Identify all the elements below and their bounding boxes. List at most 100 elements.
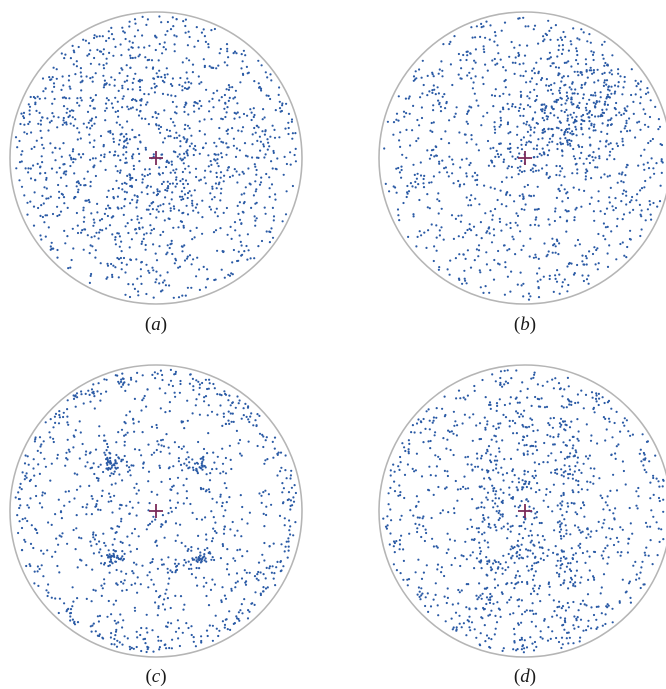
scatter-point	[222, 141, 225, 144]
scatter-point	[204, 40, 207, 43]
scatter-point	[120, 261, 123, 264]
scatter-point	[475, 636, 478, 639]
scatter-point	[564, 209, 567, 212]
scatter-point	[408, 442, 411, 445]
scatter-point	[136, 576, 139, 579]
scatter-point	[460, 158, 464, 161]
scatter-point	[283, 155, 286, 158]
scatter-point	[435, 224, 438, 227]
scatter-point	[532, 543, 535, 546]
scatter-point	[163, 73, 166, 76]
scatter-point	[508, 419, 511, 422]
scatter-point	[120, 268, 123, 271]
scatter-point	[558, 292, 561, 295]
scatter-point	[104, 544, 107, 547]
scatter-point	[573, 470, 576, 473]
scatter-point	[558, 72, 561, 75]
scatter-point	[626, 130, 629, 133]
scatter-point	[564, 621, 567, 624]
scatter-point	[92, 218, 95, 221]
scatter-point	[152, 269, 155, 272]
plot-area-a	[9, 11, 303, 305]
scatter-point	[519, 165, 522, 168]
scatter-point	[193, 110, 196, 113]
scatter-point	[471, 551, 474, 554]
scatter-point	[438, 229, 441, 232]
scatter-point	[522, 282, 525, 285]
scatter-point	[635, 578, 638, 581]
scatter-point	[470, 77, 473, 80]
scatter-point	[423, 174, 426, 177]
scatter-point	[483, 487, 486, 490]
scatter-point	[226, 548, 229, 551]
scatter-point	[203, 396, 206, 399]
scatter-point	[107, 599, 110, 603]
scatter-point	[289, 508, 292, 511]
scatter-point	[195, 175, 198, 179]
scatter-point	[554, 459, 557, 462]
scatter-point	[573, 92, 576, 95]
scatter-point	[240, 53, 243, 56]
scatter-point	[133, 527, 136, 531]
scatter-point	[120, 504, 123, 507]
scatter-point	[249, 108, 252, 111]
scatter-point	[246, 155, 249, 158]
scatter-point	[557, 187, 560, 190]
scatter-point	[581, 145, 584, 149]
scatter-point	[96, 390, 99, 393]
scatter-point	[238, 218, 242, 221]
scatter-point	[213, 141, 216, 144]
scatter-point	[38, 472, 41, 475]
scatter-point	[574, 244, 577, 247]
scatter-point	[589, 41, 592, 44]
scatter-point	[212, 516, 215, 519]
scatter-point	[545, 78, 548, 81]
scatter-point	[528, 140, 531, 143]
scatter-point	[183, 105, 186, 109]
scatter-point	[520, 543, 523, 546]
scatter-point	[249, 415, 252, 418]
scatter-point	[546, 253, 549, 256]
scatter-point	[135, 492, 138, 495]
scatter-point	[123, 579, 126, 582]
scatter-point	[516, 214, 520, 217]
scatter-point	[477, 506, 480, 509]
scatter-point	[216, 455, 219, 458]
scatter-point	[486, 450, 489, 453]
scatter-point	[555, 164, 558, 168]
scatter-point	[271, 167, 274, 170]
scatter-point	[473, 538, 476, 541]
scatter-point	[155, 208, 158, 211]
scatter-point	[233, 221, 237, 224]
scatter-point	[160, 182, 164, 186]
scatter-point	[551, 426, 554, 429]
scatter-point	[74, 429, 77, 432]
scatter-point	[114, 630, 118, 633]
scatter-point	[248, 511, 251, 514]
scatter-point	[487, 164, 490, 167]
scatter-point	[76, 101, 79, 104]
scatter-point	[182, 564, 185, 567]
scatter-point	[422, 83, 425, 87]
scatter-point	[593, 219, 596, 222]
scatter-point	[604, 501, 607, 504]
scatter-point	[582, 629, 585, 632]
scatter-point	[82, 220, 85, 223]
scatter-point	[587, 116, 590, 119]
scatter-point	[535, 83, 538, 86]
scatter-point	[585, 423, 588, 426]
scatter-point	[271, 236, 275, 239]
scatter-point	[120, 385, 123, 388]
scatter-point	[228, 444, 231, 447]
scatter-point	[436, 86, 439, 89]
scatter-point	[601, 496, 604, 500]
scatter-point	[533, 126, 536, 129]
scatter-point	[536, 185, 539, 188]
scatter-point	[565, 565, 568, 568]
scatter-point	[471, 439, 474, 442]
scatter-point	[528, 480, 531, 484]
scatter-point	[548, 175, 551, 178]
scatter-point	[168, 246, 171, 250]
scatter-point	[475, 234, 478, 237]
scatter-point	[452, 453, 455, 457]
